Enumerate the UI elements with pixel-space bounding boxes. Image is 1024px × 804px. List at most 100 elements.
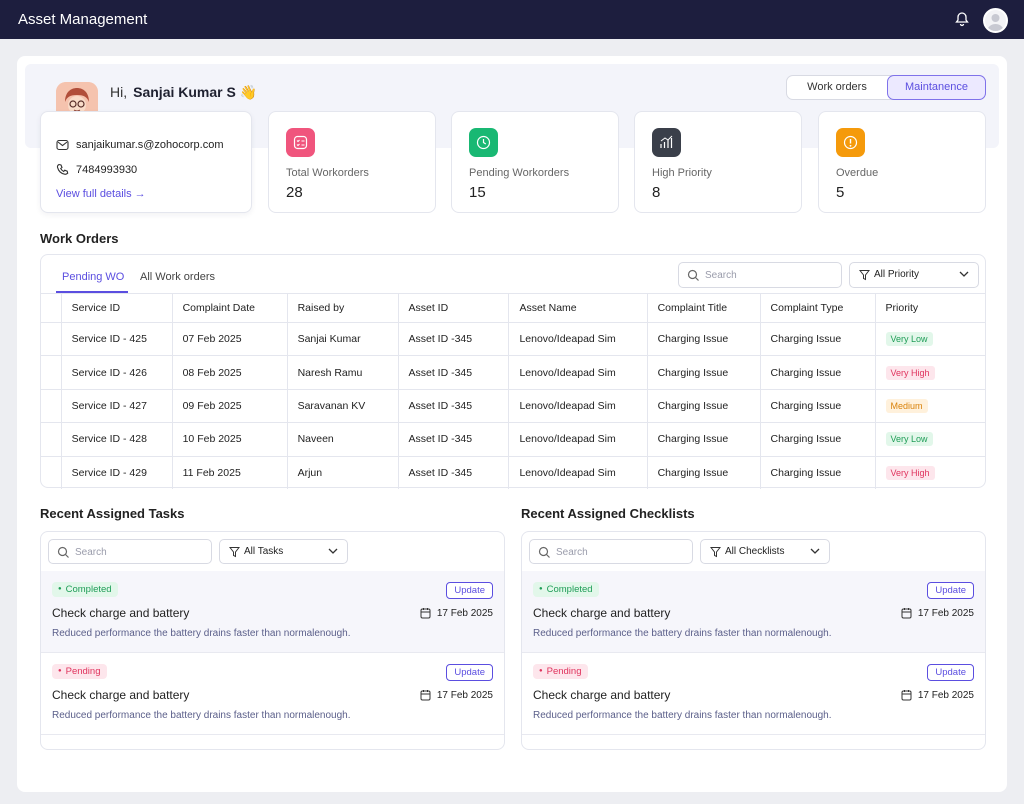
view-full-details-link[interactable]: View full details → <box>56 188 146 200</box>
checklists-title: Recent Assigned Checklists <box>521 506 695 521</box>
stat-value: 28 <box>286 184 303 201</box>
table-cell: Sanjai Kumar <box>286 322 398 357</box>
top-bar: Asset Management <box>0 0 1024 39</box>
filter-icon <box>710 547 721 558</box>
row-spacer <box>41 322 62 357</box>
status-badge: Pending <box>533 664 588 679</box>
update-button[interactable]: Update <box>927 664 974 681</box>
tab-all-work-orders[interactable]: All Work orders <box>140 271 215 283</box>
table-cell: 07 Feb 2025 <box>171 322 288 357</box>
priority-filter[interactable]: All Priority <box>849 262 979 288</box>
table-row[interactable]: Service ID - 425 07 Feb 2025 Sanjai Kumar A… <box>41 322 986 357</box>
column-header[interactable]: Asset ID <box>397 293 509 323</box>
table-cell: 10 Feb 2025 <box>171 422 288 457</box>
status-badge: Pending <box>52 664 107 679</box>
checklists-search[interactable] <box>529 539 693 564</box>
stat-pending-workorders: Pending Workorders 15 <box>451 111 619 213</box>
row-spacer <box>41 355 62 390</box>
search-input[interactable] <box>705 267 825 283</box>
table-header: Service ID Complaint Date Raised by Asset I… <box>41 293 986 323</box>
user-avatar[interactable] <box>983 8 1008 33</box>
priority-cell: Medium <box>874 389 986 424</box>
priority-cell: Very Low <box>874 422 986 457</box>
search-input[interactable] <box>556 544 676 560</box>
work-orders-title: Work Orders <box>40 231 119 246</box>
row-spacer <box>41 389 62 424</box>
task-description: Reduced performance the battery drains f… <box>52 710 351 721</box>
task-item[interactable]: Completed Update Check charge and battery 1… <box>522 571 985 653</box>
task-item[interactable]: Pending Update Check charge and battery 17 … <box>41 653 504 735</box>
table-cell: 08 Feb 2025 <box>171 355 288 390</box>
table-row[interactable]: Service ID - 429 11 Feb 2025 Arjun Asset ID… <box>41 456 986 490</box>
task-date: 17 Feb 2025 <box>420 689 493 701</box>
tasks-filter[interactable]: All Tasks <box>219 539 348 564</box>
table-cell: Asset ID -345 <box>397 322 509 357</box>
task-description: Reduced performance the battery drains f… <box>533 628 832 639</box>
table-cell: Naveen <box>286 422 398 457</box>
search-icon <box>57 546 69 558</box>
table-cell: Lenovo/Ideapad Sim <box>508 422 648 457</box>
table-cell: Charging Issue <box>646 389 761 424</box>
filter-icon <box>229 547 240 558</box>
column-header[interactable]: Raised by <box>286 293 398 323</box>
table-cell: Asset ID -345 <box>397 355 509 390</box>
work-orders-card: Pending WO All Work orders All Priority … <box>40 254 986 490</box>
stat-label: Overdue <box>836 167 879 179</box>
column-header[interactable]: Priority <box>874 293 986 323</box>
table-row[interactable]: Service ID - 427 09 Feb 2025 Saravanan KV A… <box>41 389 986 424</box>
update-button[interactable]: Update <box>927 582 974 599</box>
table-cell: Saravanan KV <box>286 389 398 424</box>
wave-emoji: 👋 <box>239 84 258 100</box>
stat-value: 8 <box>652 184 661 201</box>
email-row: sanjaikumar.s@zohocorp.com <box>56 139 224 151</box>
filter-label: All Priority <box>874 269 920 280</box>
table-cell: Lenovo/Ideapad Sim <box>508 322 648 357</box>
stat-value: 5 <box>836 184 845 201</box>
table-row[interactable]: Service ID - 426 08 Feb 2025 Naresh Ramu As… <box>41 355 986 390</box>
priority-badge: Very Low <box>885 432 933 447</box>
update-button[interactable]: Update <box>446 582 493 599</box>
column-header[interactable]: Complaint Title <box>646 293 761 323</box>
column-header[interactable]: Service ID <box>60 293 173 323</box>
filter-icon <box>859 270 870 281</box>
chevron-down-icon <box>959 271 969 277</box>
row-spacer <box>41 456 61 489</box>
active-tab-indicator <box>56 291 128 293</box>
trend-up-icon <box>652 128 681 157</box>
bell-icon[interactable] <box>954 11 970 27</box>
column-header[interactable]: Complaint Date <box>171 293 288 323</box>
priority-cell: Very High <box>874 456 986 490</box>
calendar-icon <box>420 690 431 701</box>
table-cell: Charging Issue <box>759 322 876 357</box>
view-toggle: Work orders Maintanence <box>786 75 986 100</box>
table-cell: 11 Feb 2025 <box>171 456 288 490</box>
table-row[interactable]: Service ID - 428 10 Feb 2025 Naveen Asset I… <box>41 422 986 457</box>
mail-icon <box>56 139 69 151</box>
work-order-search[interactable] <box>678 262 842 288</box>
toggle-maintenance[interactable]: Maintanence <box>887 75 986 100</box>
calendar-icon <box>420 608 431 619</box>
greeting-hi: Hi, <box>110 84 128 100</box>
table-header-spacer <box>41 293 62 323</box>
table-cell: Charging Issue <box>646 456 761 490</box>
task-item[interactable]: Completed Update Check charge and battery 1… <box>41 571 504 653</box>
priority-badge: Medium <box>885 398 928 413</box>
contact-email: sanjaikumar.s@zohocorp.com <box>76 139 224 151</box>
tasks-search[interactable] <box>48 539 212 564</box>
work-orders-table: Service ID Complaint Date Raised by Asset I… <box>41 293 986 490</box>
task-item[interactable]: Pending Update Check charge and battery 17 … <box>522 653 985 735</box>
table-cell: Asset ID -345 <box>397 456 509 490</box>
checklists-filter[interactable]: All Checklists <box>700 539 830 564</box>
column-header[interactable]: Asset Name <box>508 293 648 323</box>
column-header[interactable]: Complaint Type <box>759 293 876 323</box>
calendar-icon <box>901 608 912 619</box>
priority-badge: Very Low <box>885 332 933 347</box>
task-title: Check charge and battery <box>533 688 671 702</box>
app-title: Asset Management <box>18 11 148 28</box>
table-cell: Service ID - 428 <box>60 422 173 457</box>
toggle-work-orders[interactable]: Work orders <box>807 81 867 93</box>
tab-pending-wo[interactable]: Pending WO <box>62 271 125 283</box>
table-cell: Service ID - 425 <box>60 322 173 357</box>
search-input[interactable] <box>75 544 195 560</box>
update-button[interactable]: Update <box>446 664 493 681</box>
